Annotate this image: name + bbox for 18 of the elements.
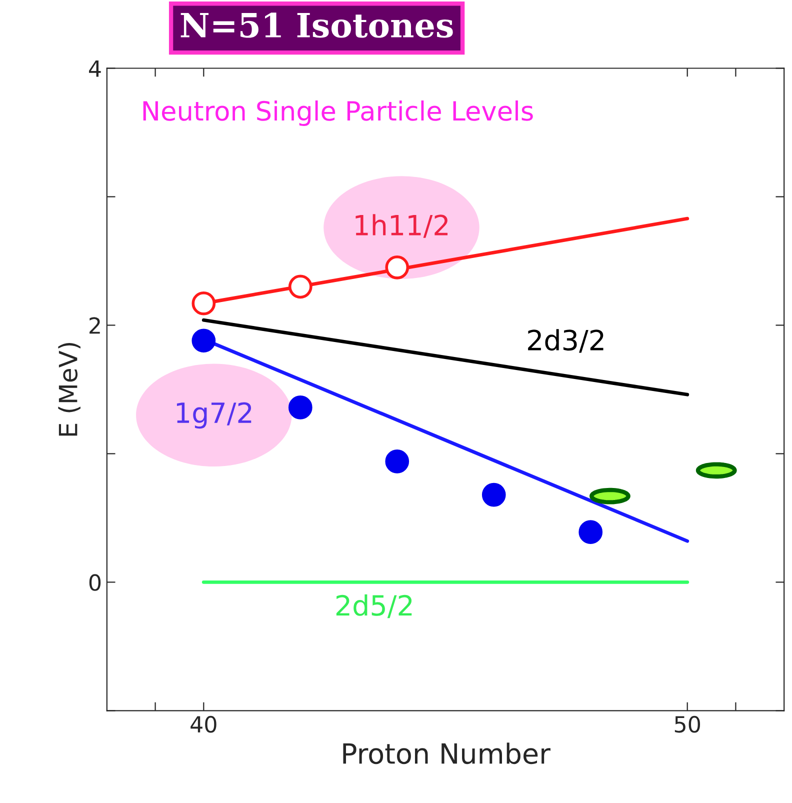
text: Neutron Single Particle Levels bbox=[143, 100, 533, 126]
x-tick-label: 40 bbox=[190, 716, 216, 733]
annotation: 2d3/2 bbox=[528, 329, 604, 353]
y-tick-label: 4 bbox=[89, 60, 101, 77]
point bbox=[192, 328, 216, 353]
point bbox=[385, 449, 410, 474]
annotation: 1g7/2 bbox=[176, 402, 252, 429]
annotation: 2d5/2 bbox=[336, 594, 412, 618]
chart-title: N=51 Isotones bbox=[180, 12, 453, 38]
annotation: 1h11/2 bbox=[356, 214, 448, 238]
x-axis-title: Proton Number bbox=[343, 742, 550, 764]
y-axis-title: E (MeV) bbox=[58, 342, 80, 436]
point bbox=[578, 520, 603, 544]
x-tick-label: 50 bbox=[674, 716, 700, 733]
point bbox=[288, 396, 312, 420]
point bbox=[482, 482, 506, 507]
y-tick-label: 2 bbox=[90, 317, 100, 334]
y-tick-label: 0 bbox=[89, 574, 101, 591]
